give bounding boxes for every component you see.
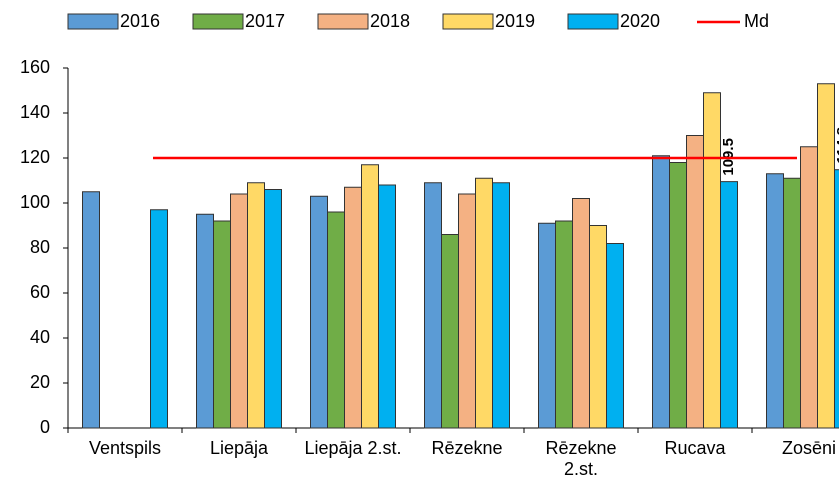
y-tick-label: 140 xyxy=(20,102,50,122)
legend-label: 2017 xyxy=(245,11,285,31)
bar xyxy=(720,181,738,429)
legend-label: 2016 xyxy=(120,11,160,31)
x-tick-label: Rēzekne xyxy=(431,438,503,458)
bar xyxy=(766,173,784,429)
bar xyxy=(247,182,265,429)
y-tick-label: 120 xyxy=(20,147,50,167)
legend-swatch xyxy=(317,13,369,30)
bar xyxy=(344,186,362,429)
bar xyxy=(606,243,624,429)
legend-swatch xyxy=(67,13,119,30)
x-tick-label: Liepāja 2.st. xyxy=(304,438,402,458)
bar xyxy=(652,155,670,429)
bar xyxy=(686,135,704,429)
y-tick-label: 100 xyxy=(20,192,50,212)
legend-label: Md xyxy=(744,11,769,31)
bar xyxy=(458,193,476,429)
x-tick-label: Liepāja xyxy=(209,438,269,458)
y-tick-label: 40 xyxy=(30,327,50,347)
bar xyxy=(817,83,835,429)
bar xyxy=(669,162,687,429)
legend-swatch xyxy=(192,13,244,30)
bar xyxy=(783,177,801,429)
bar xyxy=(213,220,231,429)
legend-swatch xyxy=(567,13,619,30)
legend-swatch xyxy=(442,13,494,30)
bar xyxy=(492,182,510,429)
y-tick-label: 20 xyxy=(30,372,50,392)
x-tick-label: Rucava xyxy=(664,438,726,458)
bar xyxy=(834,169,839,429)
bar xyxy=(150,209,168,429)
bar xyxy=(196,213,214,429)
legend-label: 2018 xyxy=(370,11,410,31)
bar xyxy=(378,184,396,429)
legend-label: 2020 xyxy=(620,11,660,31)
bar xyxy=(589,225,607,429)
bar xyxy=(264,189,282,429)
bar xyxy=(424,182,442,429)
y-tick-label: 80 xyxy=(30,237,50,257)
bar xyxy=(538,222,556,429)
legend-label: 2019 xyxy=(495,11,535,31)
y-tick-label: 60 xyxy=(30,282,50,302)
bar xyxy=(230,193,248,429)
bar xyxy=(310,195,328,429)
y-tick-label: 0 xyxy=(40,417,50,437)
bar xyxy=(703,92,721,429)
bar xyxy=(800,146,818,429)
bar xyxy=(555,220,573,429)
y-tick-label: 160 xyxy=(20,57,50,77)
bar xyxy=(82,191,100,429)
value-label: 114.8 xyxy=(834,127,839,164)
bar xyxy=(572,198,590,429)
bar xyxy=(475,177,493,429)
x-tick-label: Rēzekne 2.st. xyxy=(545,438,617,479)
bar xyxy=(441,234,459,429)
x-tick-label: Zosēni xyxy=(781,438,837,458)
bar xyxy=(327,211,345,429)
x-tick-label: Ventspils xyxy=(88,438,162,458)
bar xyxy=(361,164,379,429)
